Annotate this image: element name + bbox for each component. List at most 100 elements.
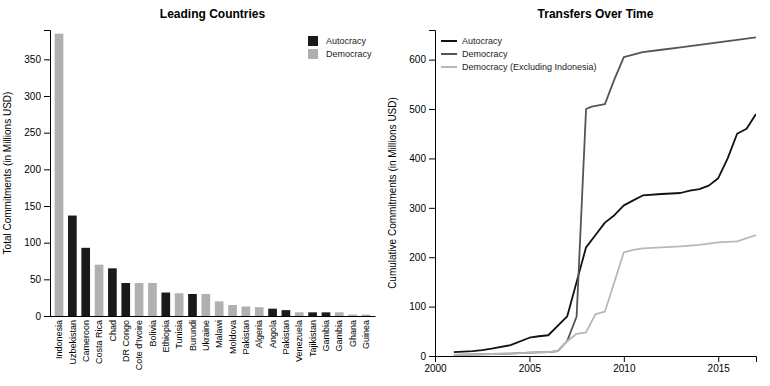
bar <box>108 268 117 316</box>
legend-item: Democracy (Excluding Indonesia) <box>441 62 597 72</box>
y-axis: 0 100 200 300 400 500 600 <box>409 31 435 362</box>
tick-label: 100 <box>409 301 426 312</box>
legend-label: Autocracy <box>326 36 367 46</box>
tick-label: Tajikistan <box>308 320 318 357</box>
tick: 600 <box>409 54 435 65</box>
tick-mark <box>429 257 435 258</box>
tick: Ukraine <box>201 316 211 351</box>
tick-mark <box>429 158 435 159</box>
tick: 150 <box>24 201 50 212</box>
x-axis: Indonesia UzbekistanCameroonCosta Rica Cha… <box>51 316 376 370</box>
tick-label: Chad <box>108 320 118 342</box>
tick: Tunisia <box>174 316 184 349</box>
tick: 200 <box>24 164 50 175</box>
tick: Pakistan <box>281 316 291 355</box>
bar <box>322 312 331 316</box>
tick-label: Pakistan <box>241 320 251 355</box>
tick: 400 <box>409 153 435 164</box>
tick: 250 <box>24 127 50 138</box>
bar <box>121 283 130 316</box>
tick-label: 150 <box>24 201 41 212</box>
bar <box>308 312 317 316</box>
tick: 2015 <box>708 356 731 374</box>
bar <box>282 310 291 316</box>
legend-swatch <box>308 49 318 59</box>
plot-area <box>454 37 756 355</box>
bar <box>228 305 237 316</box>
tick-label: Pakistan <box>281 320 291 355</box>
tick: Moldova <box>228 316 238 354</box>
figure: 050100150200250300350IndonesiaUzbekistan… <box>0 0 770 386</box>
bar <box>255 307 264 316</box>
bar <box>95 265 104 316</box>
tick-mark <box>429 60 435 61</box>
tick-label: 50 <box>30 274 42 285</box>
tick-label: DR Congo <box>121 320 131 362</box>
bar <box>161 293 170 316</box>
tick-label: 0 <box>35 311 41 322</box>
bar <box>242 306 251 316</box>
axis-line <box>51 316 376 317</box>
tick: Pakistan <box>241 316 251 355</box>
tick-label: 300 <box>24 91 41 102</box>
tick-label: Guinea <box>361 320 371 349</box>
line <box>454 37 756 355</box>
tick-mark <box>624 356 625 362</box>
tick: 0 <box>420 351 435 362</box>
plot-area <box>55 34 371 316</box>
tick: Burundi <box>188 316 198 351</box>
legend-label: Democracy <box>326 49 372 59</box>
legend-swatch <box>308 36 318 46</box>
tick-label: Gambia <box>334 320 344 352</box>
tick: Angola <box>268 316 278 348</box>
tick-label: Burundi <box>188 320 198 351</box>
tick-label: Ukraine <box>201 320 211 351</box>
tick-mark <box>44 206 50 207</box>
tick-label: Venezuela <box>294 320 304 362</box>
tick: Algeria <box>254 316 264 348</box>
tick-label: 300 <box>409 203 426 214</box>
bar <box>268 309 277 316</box>
tick-label: Cameroon <box>81 320 91 362</box>
tick: 50 <box>30 274 50 285</box>
tick-label: 2010 <box>613 363 636 374</box>
tick-label: 250 <box>24 127 41 138</box>
tick: Ghana <box>348 316 358 347</box>
bar <box>175 293 184 316</box>
tick-mark <box>429 208 435 209</box>
tick: DR Congo <box>121 316 131 362</box>
tick-label: Malawi <box>214 320 224 348</box>
chart: 0 100 200 300 400 500 600 2000 2005 2010 2015 Trans… <box>387 7 757 374</box>
tick: Venezuela <box>294 316 304 362</box>
legend-item: Democracy <box>308 49 372 59</box>
tick: Gambia <box>334 316 344 352</box>
tick-label: Indonesia <box>54 320 64 359</box>
bar <box>201 294 210 316</box>
tick: 2005 <box>519 356 542 374</box>
bar <box>335 312 344 316</box>
tick-label: 2000 <box>424 363 447 374</box>
bar <box>148 283 157 316</box>
bar <box>215 301 224 316</box>
tick-label: Angola <box>268 320 278 348</box>
legend: Autocracy Democracy <box>308 36 372 59</box>
tick: 200 <box>409 252 435 263</box>
tick-label: Costa Rica <box>94 320 104 364</box>
tick: 500 <box>409 104 435 115</box>
tick-label: Moldova <box>228 320 238 354</box>
y-axis: 050100150200250300350 <box>24 31 50 322</box>
tick: 0 <box>35 311 50 322</box>
tick-mark <box>718 356 719 362</box>
line <box>454 114 756 352</box>
tick: Uzbekistan <box>68 316 78 365</box>
tick-label: 600 <box>409 54 426 65</box>
axis-line <box>429 31 436 357</box>
tick-mark <box>44 279 50 280</box>
tick: Guinea <box>361 316 371 349</box>
tick-mark <box>44 316 50 317</box>
tick-mark <box>44 243 50 244</box>
tick: 100 <box>409 301 435 312</box>
tick-mark <box>429 109 435 110</box>
title: Transfers Over Time <box>538 7 654 21</box>
chart: 050100150200250300350IndonesiaUzbekistan… <box>2 7 376 370</box>
